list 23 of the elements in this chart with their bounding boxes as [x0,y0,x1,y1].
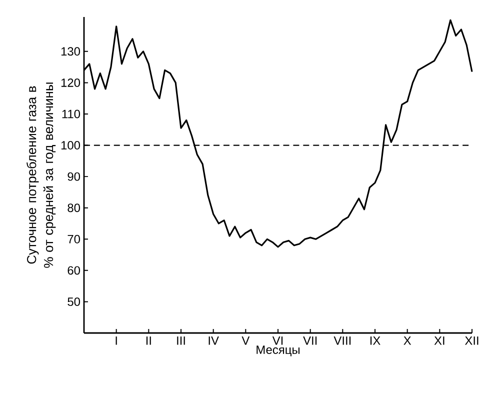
x-tick-label: II [146,336,151,345]
x-tick-label: IX [370,336,380,345]
y-tick-label: 130 [61,47,80,56]
y-tick-label: 80 [68,204,80,212]
x-tick-label: VI [272,336,283,345]
x-tick-label: IV [208,336,219,345]
x-tick-label: I [116,336,117,345]
x-tick-label: VIII [334,336,351,345]
y-tick-label: 70 [68,234,80,244]
y-tick-label: 110 [62,110,80,118]
y-tick-label: 60 [68,266,80,275]
y-tick-label: 120 [61,78,80,87]
x-tick-label: XII [464,336,478,345]
x-tick-label: X [404,336,412,345]
y-tick-label: 50 [68,297,80,306]
y-tick-label: 100 [61,141,80,150]
x-tick-label: V [242,336,250,345]
x-tick-label: XI [434,336,444,345]
y-axis-title: Суточное потребление газа в % от средней за год величины [26,82,56,268]
y-tick-label: 90 [68,172,80,181]
x-axis-title: Месяцы [256,346,300,356]
x-tick-label: III [177,336,185,345]
x-tick-label: VII [303,336,317,345]
